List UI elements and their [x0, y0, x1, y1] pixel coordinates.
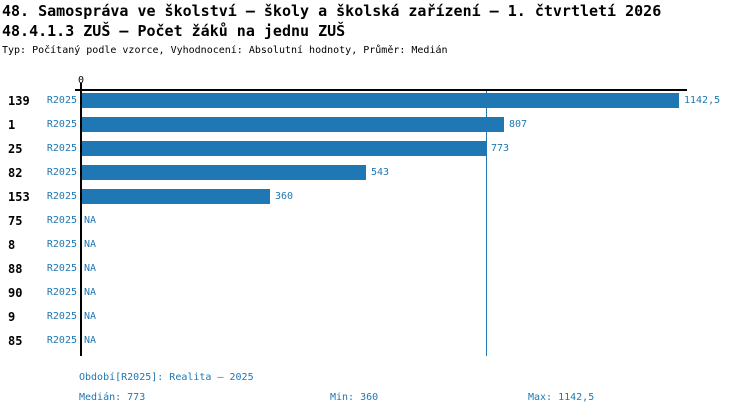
footer-median: Medián: 773 [79, 392, 146, 403]
series-label: R2025 [46, 239, 77, 250]
series-label: R2025 [46, 215, 77, 226]
bar-value-label: 360 [275, 191, 294, 202]
chart-row: 9 R2025 NA [0, 305, 750, 329]
na-label: NA [84, 335, 97, 346]
chart-row: 75 R2025 NA [0, 209, 750, 233]
category-label: 8 [8, 238, 16, 252]
series-label: R2025 [46, 263, 77, 274]
bar[interactable] [82, 165, 366, 180]
series-label: R2025 [46, 95, 77, 106]
footer-max: Max: 1142,5 [528, 392, 595, 403]
x-axis-zero-label: 0 [77, 75, 85, 86]
category-label: 85 [8, 334, 23, 348]
bar[interactable] [82, 117, 504, 132]
category-label: 82 [8, 166, 23, 180]
series-label: R2025 [46, 119, 77, 130]
chart-title-line2: 48.4.1.3 ZUŠ – Počet žáků na jednu ZUŠ [2, 22, 346, 40]
category-label: 153 [8, 190, 30, 204]
series-label: R2025 [46, 167, 77, 178]
category-label: 90 [8, 286, 23, 300]
y-axis-line [80, 83, 82, 356]
chart-row: 1 R2025 807 [0, 113, 750, 137]
category-label: 25 [8, 142, 23, 156]
bar-value-label: 1142,5 [684, 95, 721, 106]
x-axis-line [75, 89, 687, 91]
category-label: 88 [8, 262, 23, 276]
chart-row: 88 R2025 NA [0, 257, 750, 281]
chart-row: 25 R2025 773 [0, 137, 750, 161]
series-label: R2025 [46, 311, 77, 322]
na-label: NA [84, 263, 97, 274]
bar-value-label: 543 [371, 167, 390, 178]
chart-row: 8 R2025 NA [0, 233, 750, 257]
chart-row: 85 R2025 NA [0, 329, 750, 353]
series-label: R2025 [46, 191, 77, 202]
bar-value-label: 773 [491, 143, 510, 154]
bar[interactable] [82, 141, 486, 156]
chart-row: 90 R2025 NA [0, 281, 750, 305]
chart-title-line1: 48. Samospráva ve školství – školy a ško… [2, 2, 662, 20]
na-label: NA [84, 215, 97, 226]
category-label: 139 [8, 94, 30, 108]
category-label: 1 [8, 118, 16, 132]
na-label: NA [84, 239, 97, 250]
series-label: R2025 [46, 335, 77, 346]
chart-row: 153 R2025 360 [0, 185, 750, 209]
footer-min: Min: 360 [330, 392, 379, 403]
chart-row: 82 R2025 543 [0, 161, 750, 185]
na-label: NA [84, 311, 97, 322]
chart-row: 139 R2025 1142,5 [0, 89, 750, 113]
median-reference-line [486, 91, 487, 356]
category-label: 75 [8, 214, 23, 228]
footer-period: Období[R2025]: Realita – 2025 [79, 372, 254, 383]
na-label: NA [84, 287, 97, 298]
bar[interactable] [82, 93, 679, 108]
bar-value-label: 807 [509, 119, 528, 130]
series-label: R2025 [46, 287, 77, 298]
chart-rows: 139 R2025 1142,5 1 R2025 807 25 R2025 773 82 R2025… [0, 89, 750, 353]
series-label: R2025 [46, 143, 77, 154]
chart-subtitle: Typ: Počítaný podle vzorce, Vyhodnocení:… [2, 45, 448, 56]
category-label: 9 [8, 310, 16, 324]
bar[interactable] [82, 189, 270, 204]
